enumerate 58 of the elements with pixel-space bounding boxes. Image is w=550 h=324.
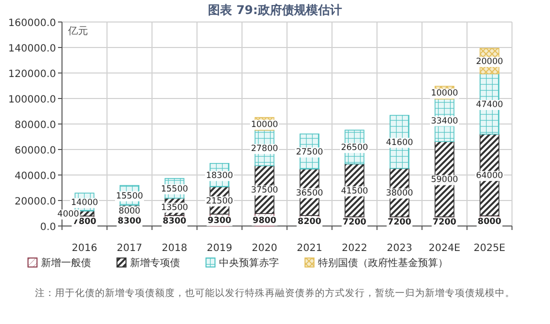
data-label: 20000: [476, 57, 504, 68]
y-tick-label: 100000.0: [8, 94, 56, 106]
data-label: 41600: [386, 138, 414, 148]
legend-label: 中央预算赤字: [219, 257, 279, 269]
data-label: 21500: [206, 196, 234, 206]
y-tick-label: 120000.0: [8, 69, 56, 80]
x-tick-label: 2016: [72, 243, 98, 254]
y-tick-label: 160000.0: [8, 18, 56, 29]
legend-label: 新增专项债: [130, 257, 180, 269]
data-label: 10000: [430, 88, 458, 99]
data-label: 8300: [162, 216, 186, 227]
data-label: 64000: [476, 171, 504, 181]
legend-label: 新增一般债: [41, 257, 91, 269]
data-label: 36500: [296, 188, 324, 198]
y-tick-label: 80000.0: [14, 120, 56, 131]
y-axis-title: 亿元: [67, 26, 88, 37]
data-label: 8200: [298, 216, 322, 227]
x-tick-label: 2022: [342, 243, 368, 254]
x-tick-label: 2017: [116, 243, 142, 254]
data-label: 47400: [476, 100, 504, 110]
x-tick-label: 2018: [162, 243, 188, 254]
x-tick-label: 2020: [252, 243, 278, 254]
y-tick-label: 20000.0: [14, 196, 56, 208]
y-tick-label: 140000.0: [8, 44, 56, 54]
x-tick-label: 2019: [206, 243, 232, 254]
x-tick-label: 2023: [386, 243, 412, 254]
data-label: 8000: [118, 206, 140, 216]
data-label: 8000: [478, 216, 502, 227]
data-label: 13500: [160, 202, 188, 213]
data-label: 7200: [432, 217, 456, 228]
data-label: 38000: [386, 188, 414, 199]
data-label: 9300: [208, 216, 232, 226]
y-tick-label: 0.0: [40, 222, 56, 233]
data-label: 27500: [296, 147, 324, 158]
y-tick-label: 60000.0: [14, 146, 56, 156]
text: 注：用于化债的新增专项债额度，也可能以发行特殊再融资债券的方式发行，暂统一归为新增专项债规模中。: [35, 287, 515, 299]
data-label: 41500: [340, 186, 368, 196]
data-label: 27800: [250, 144, 278, 154]
data-label: 7200: [388, 217, 412, 228]
x-tick-label: 2025E: [474, 243, 506, 254]
data-label: 9800: [252, 216, 276, 226]
data-label: 7200: [342, 217, 366, 228]
x-tick-label: 2021: [296, 243, 322, 254]
data-label: 15500: [160, 184, 188, 194]
data-label: 18300: [206, 171, 234, 182]
data-label: 33400: [430, 116, 458, 126]
data-label: 37500: [250, 186, 278, 196]
legend-label: 特别国债（政府性基金预算）: [318, 257, 448, 269]
x-tick-label: 2024E: [428, 243, 460, 254]
y-tick-label: 40000.0: [14, 171, 56, 182]
data-label: 8300: [118, 216, 142, 227]
data-label: 15500: [116, 191, 144, 202]
data-label: 10000: [250, 120, 278, 130]
data-label: 14000: [70, 198, 98, 208]
chart-title: 图表 79:政府债规模估计: [208, 3, 342, 17]
data-label: 26500: [340, 143, 368, 154]
data-label: 59000: [430, 175, 458, 186]
data-label: 4000: [57, 210, 80, 220]
